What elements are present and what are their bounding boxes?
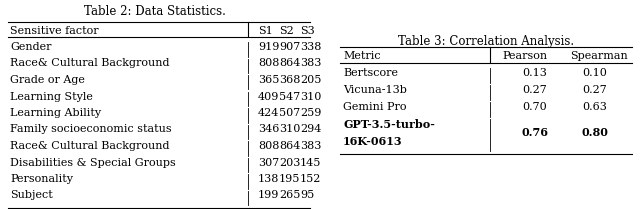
Text: 294: 294 xyxy=(300,125,321,135)
Text: Subject: Subject xyxy=(10,190,52,200)
Text: 195: 195 xyxy=(279,174,300,184)
Text: 0.80: 0.80 xyxy=(582,127,609,139)
Text: 808: 808 xyxy=(258,59,280,69)
Text: 547: 547 xyxy=(279,92,300,102)
Text: 808: 808 xyxy=(258,141,280,151)
Text: 16K-0613: 16K-0613 xyxy=(343,136,403,147)
Text: 864: 864 xyxy=(279,141,300,151)
Text: 368: 368 xyxy=(279,75,300,85)
Text: S3: S3 xyxy=(300,26,315,36)
Text: 0.27: 0.27 xyxy=(582,85,607,95)
Text: 310: 310 xyxy=(300,92,321,102)
Text: 203: 203 xyxy=(279,158,300,167)
Text: 338: 338 xyxy=(300,42,321,52)
Text: Gemini Pro: Gemini Pro xyxy=(343,102,406,112)
Text: Bertscore: Bertscore xyxy=(343,68,398,78)
Text: 424: 424 xyxy=(258,108,280,118)
Text: 265: 265 xyxy=(279,190,300,200)
Text: S1: S1 xyxy=(258,26,273,36)
Text: 0.70: 0.70 xyxy=(522,102,547,112)
Text: 507: 507 xyxy=(279,108,300,118)
Text: 307: 307 xyxy=(258,158,279,167)
Text: 907: 907 xyxy=(279,42,300,52)
Text: 346: 346 xyxy=(258,125,280,135)
Text: Learning Ability: Learning Ability xyxy=(10,108,101,118)
Text: Family socioeconomic status: Family socioeconomic status xyxy=(10,125,172,135)
Text: GPT-3.5-turbo-: GPT-3.5-turbo- xyxy=(343,119,435,130)
Text: 199: 199 xyxy=(258,190,280,200)
Text: Sensitive factor: Sensitive factor xyxy=(10,26,99,36)
Text: 864: 864 xyxy=(279,59,300,69)
Text: 0.76: 0.76 xyxy=(522,127,549,139)
Text: 259: 259 xyxy=(300,108,321,118)
Text: 0.63: 0.63 xyxy=(582,102,607,112)
Text: 0.10: 0.10 xyxy=(582,68,607,78)
Text: Learning Style: Learning Style xyxy=(10,92,93,102)
Text: 365: 365 xyxy=(258,75,280,85)
Text: 205: 205 xyxy=(300,75,321,85)
Text: Race& Cultural Background: Race& Cultural Background xyxy=(10,141,170,151)
Text: 95: 95 xyxy=(300,190,314,200)
Text: Metric: Metric xyxy=(343,51,381,61)
Text: Table 2: Data Statistics.: Table 2: Data Statistics. xyxy=(84,5,226,18)
Text: Table 3: Correlation Analysis.: Table 3: Correlation Analysis. xyxy=(398,35,574,48)
Text: Grade or Age: Grade or Age xyxy=(10,75,85,85)
Text: Pearson: Pearson xyxy=(502,51,547,61)
Text: Spearman: Spearman xyxy=(570,51,628,61)
Text: 145: 145 xyxy=(300,158,321,167)
Text: Vicuna-13b: Vicuna-13b xyxy=(343,85,407,95)
Text: 919: 919 xyxy=(258,42,280,52)
Text: Race& Cultural Background: Race& Cultural Background xyxy=(10,59,170,69)
Text: Personality: Personality xyxy=(10,174,73,184)
Text: 0.13: 0.13 xyxy=(522,68,547,78)
Text: 138: 138 xyxy=(258,174,280,184)
Text: 383: 383 xyxy=(300,59,321,69)
Text: 0.27: 0.27 xyxy=(522,85,547,95)
Text: 152: 152 xyxy=(300,174,321,184)
Text: Gender: Gender xyxy=(10,42,51,52)
Text: 383: 383 xyxy=(300,141,321,151)
Text: Disabilities & Special Groups: Disabilities & Special Groups xyxy=(10,158,176,167)
Text: 409: 409 xyxy=(258,92,280,102)
Text: S2: S2 xyxy=(279,26,294,36)
Text: 310: 310 xyxy=(279,125,300,135)
